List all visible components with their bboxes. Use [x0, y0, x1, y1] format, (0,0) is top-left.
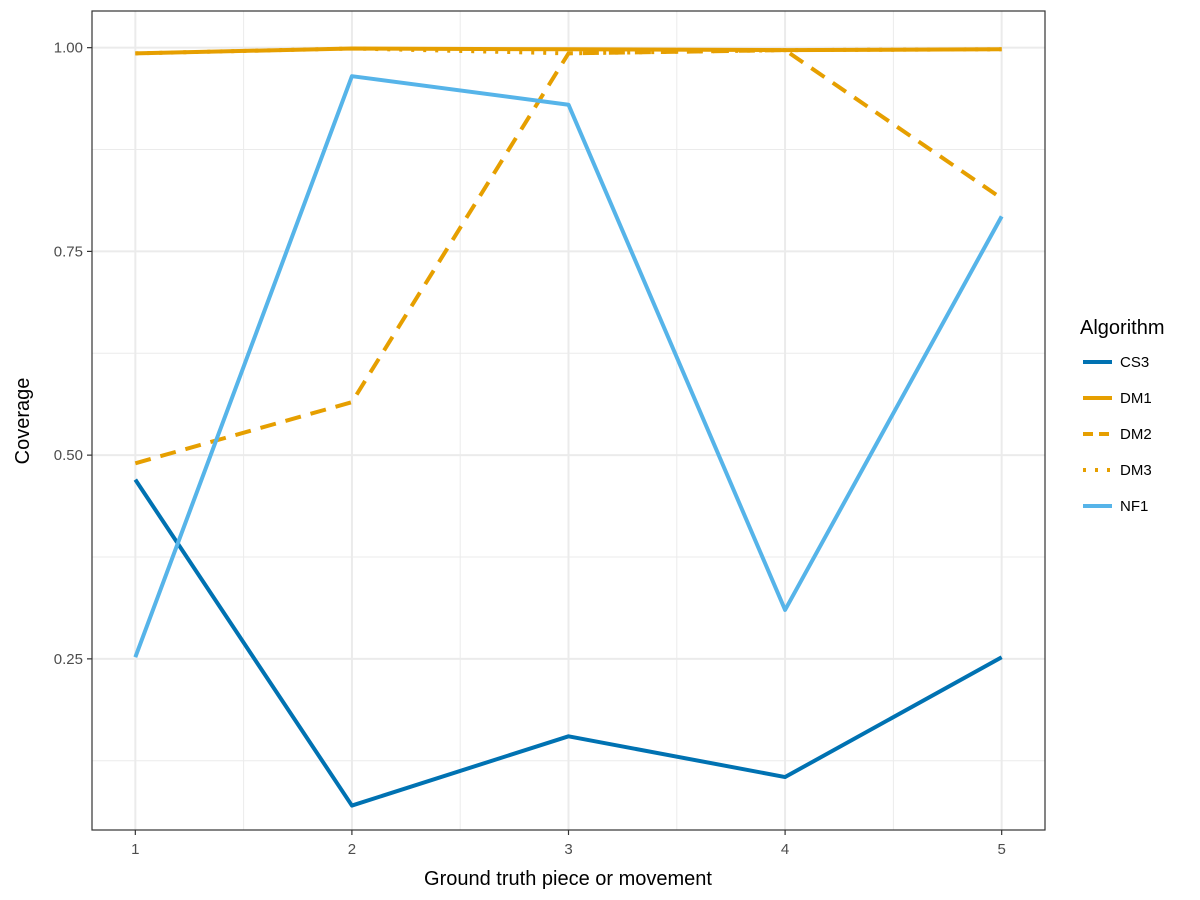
legend-label: DM1 [1120, 390, 1152, 407]
legend-items: CS3 DM1 DM2 DM3 NF1 [1083, 354, 1152, 515]
series-line-cs3 [133, 478, 1003, 808]
x-tick-label: 5 [998, 841, 1006, 858]
x-axis: 1 2 3 4 5 [131, 830, 1006, 858]
x-tick-label: 2 [348, 841, 356, 858]
legend-label: NF1 [1120, 498, 1148, 515]
legend-item-dm2: DM2 [1083, 426, 1152, 443]
y-axis-title: Coverage [12, 378, 34, 465]
legend-item-dm3: DM3 [1083, 462, 1152, 479]
legend-item-cs3: CS3 [1083, 354, 1149, 371]
series-line-nf1 [133, 74, 1004, 658]
legend-label: DM2 [1120, 426, 1152, 443]
y-tick-label: 0.75 [54, 243, 83, 260]
legend-item-dm1: DM1 [1083, 390, 1152, 407]
legend: Algorithm CS3 DM1 DM2 DM3 NF1 [1080, 317, 1164, 515]
series-lines [133, 46, 1004, 808]
y-tick-label: 0.25 [54, 651, 83, 668]
x-tick-label: 4 [781, 841, 789, 858]
y-tick-label: 0.50 [54, 447, 83, 464]
legend-label: CS3 [1120, 354, 1149, 371]
y-tick-label: 1.00 [54, 40, 83, 57]
x-tick-label: 1 [131, 841, 139, 858]
grid [92, 11, 1045, 830]
legend-item-nf1: NF1 [1083, 498, 1148, 515]
legend-title: Algorithm [1080, 317, 1164, 339]
x-axis-title: Ground truth piece or movement [424, 868, 712, 890]
x-tick-label: 3 [564, 841, 572, 858]
legend-label: DM3 [1120, 462, 1152, 479]
y-axis: 0.25 0.50 0.75 1.00 [54, 40, 92, 668]
series-line-dm3 [135, 46, 1002, 56]
